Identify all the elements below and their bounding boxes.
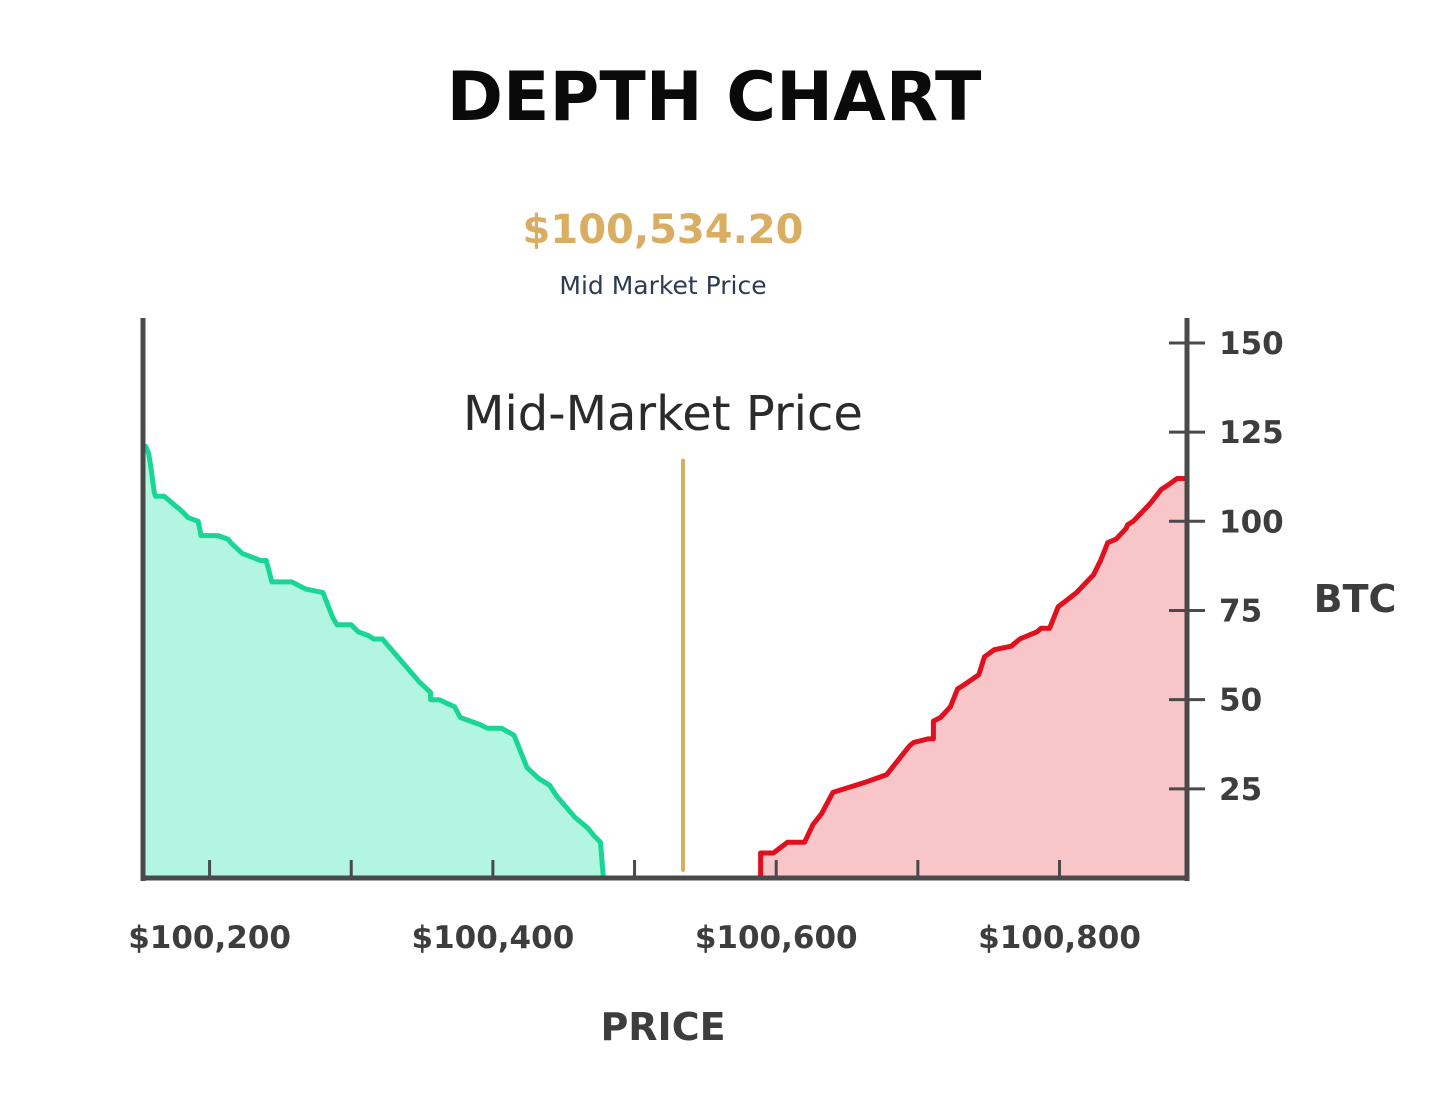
x-tick-label: $100,200 xyxy=(128,920,291,956)
x-tick-label: $100,800 xyxy=(978,920,1141,956)
chart-title: DEPTH CHART xyxy=(447,58,982,137)
x-tick-label: $100,600 xyxy=(695,920,858,956)
y-axis-label: BTC xyxy=(1314,577,1397,621)
y-tick-label: 25 xyxy=(1219,772,1262,808)
x-tick-label: $100,400 xyxy=(412,920,575,956)
mid-market-annotation: Mid-Market Price xyxy=(463,386,863,442)
y-tick-label: 125 xyxy=(1219,415,1284,451)
y-tick-label: 100 xyxy=(1219,504,1284,540)
axes: $100,200 $100,400 $100,600 $100,800 25 50 75 10… xyxy=(128,318,1284,956)
x-axis-label: PRICE xyxy=(600,1005,725,1049)
y-tick-label: 50 xyxy=(1219,683,1262,719)
y-tick-label: 150 xyxy=(1219,326,1284,362)
ask-depth-line xyxy=(758,476,1190,881)
mid-market-price-value: $100,534.20 xyxy=(523,207,804,253)
bid-area-fill xyxy=(143,446,604,878)
mid-market-price-caption: Mid Market Price xyxy=(559,271,766,300)
plot-area xyxy=(143,443,1190,881)
y-tick-label: 75 xyxy=(1219,593,1262,629)
bid-depth-line xyxy=(143,443,606,881)
